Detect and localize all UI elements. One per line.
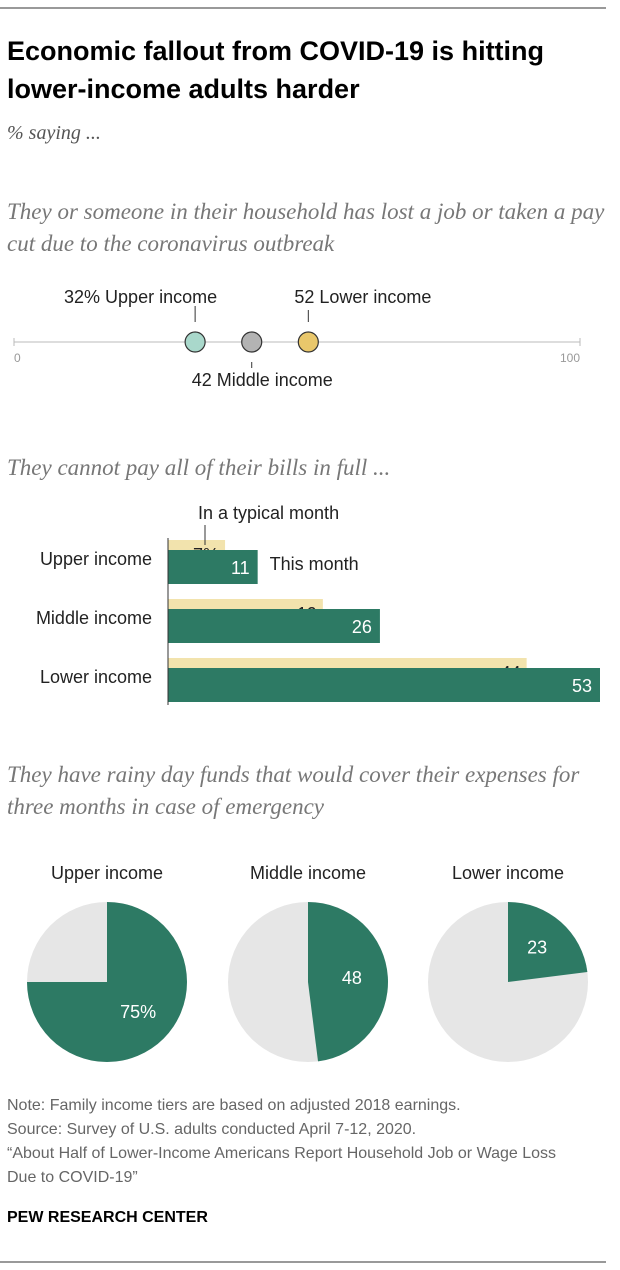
- x-tick-label: 0: [14, 351, 21, 365]
- pie-slice: [27, 902, 187, 1062]
- value-label: 42: [192, 370, 212, 390]
- dot-label: 52 Lower income: [294, 287, 431, 307]
- category-label: Upper income: [51, 863, 163, 883]
- value-label: 32%: [64, 287, 100, 307]
- dot: [241, 331, 263, 353]
- category-label: Lower income: [452, 863, 564, 883]
- bar: [168, 668, 600, 702]
- dot-label: 42 Middle income: [192, 370, 333, 390]
- chart-title: They have rainy day funds that would cov…: [7, 762, 580, 819]
- source: Source: Survey of U.S. adults conducted …: [7, 1121, 417, 1138]
- x-tick-label: 100: [560, 351, 580, 365]
- brand: PEW RESEARCH CENTER: [7, 1209, 208, 1226]
- value-label: 52: [294, 287, 314, 307]
- value-label: 53: [572, 676, 592, 696]
- dot: [297, 331, 319, 353]
- value-label: 26: [352, 617, 372, 637]
- dot-label: 32% Upper income: [64, 287, 217, 307]
- pie-slice: [508, 902, 588, 982]
- pie-slice: [308, 902, 388, 1062]
- legend-label: This month: [270, 554, 359, 574]
- legend-label: In a typical month: [198, 503, 339, 523]
- bar: [168, 609, 380, 643]
- note: Note: Family income tiers are based on a…: [7, 1097, 461, 1114]
- category-label: Middle income: [250, 863, 366, 883]
- value-label: 75%: [120, 1002, 156, 1022]
- category-label: Upper income: [40, 549, 152, 569]
- category-label: Middle income: [217, 370, 333, 390]
- subtitle: % saying ...: [7, 122, 101, 144]
- value-label: 23: [527, 938, 547, 958]
- dot: [184, 331, 206, 353]
- category-label: Lower income: [40, 667, 152, 687]
- report: “About Half of Lower-Income Americans Re…: [7, 1145, 557, 1186]
- bar: [168, 550, 258, 584]
- value-label: 48: [342, 968, 362, 988]
- title: Economic fallout from COVID-19 is hittin…: [7, 36, 545, 104]
- category-label: Middle income: [36, 608, 152, 628]
- category-label: Lower income: [319, 287, 431, 307]
- category-label: Upper income: [105, 287, 217, 307]
- chart-title: They or someone in their household has l…: [7, 199, 605, 256]
- value-label: 11: [231, 558, 250, 578]
- chart-title: They cannot pay all of their bills in fu…: [7, 455, 391, 480]
